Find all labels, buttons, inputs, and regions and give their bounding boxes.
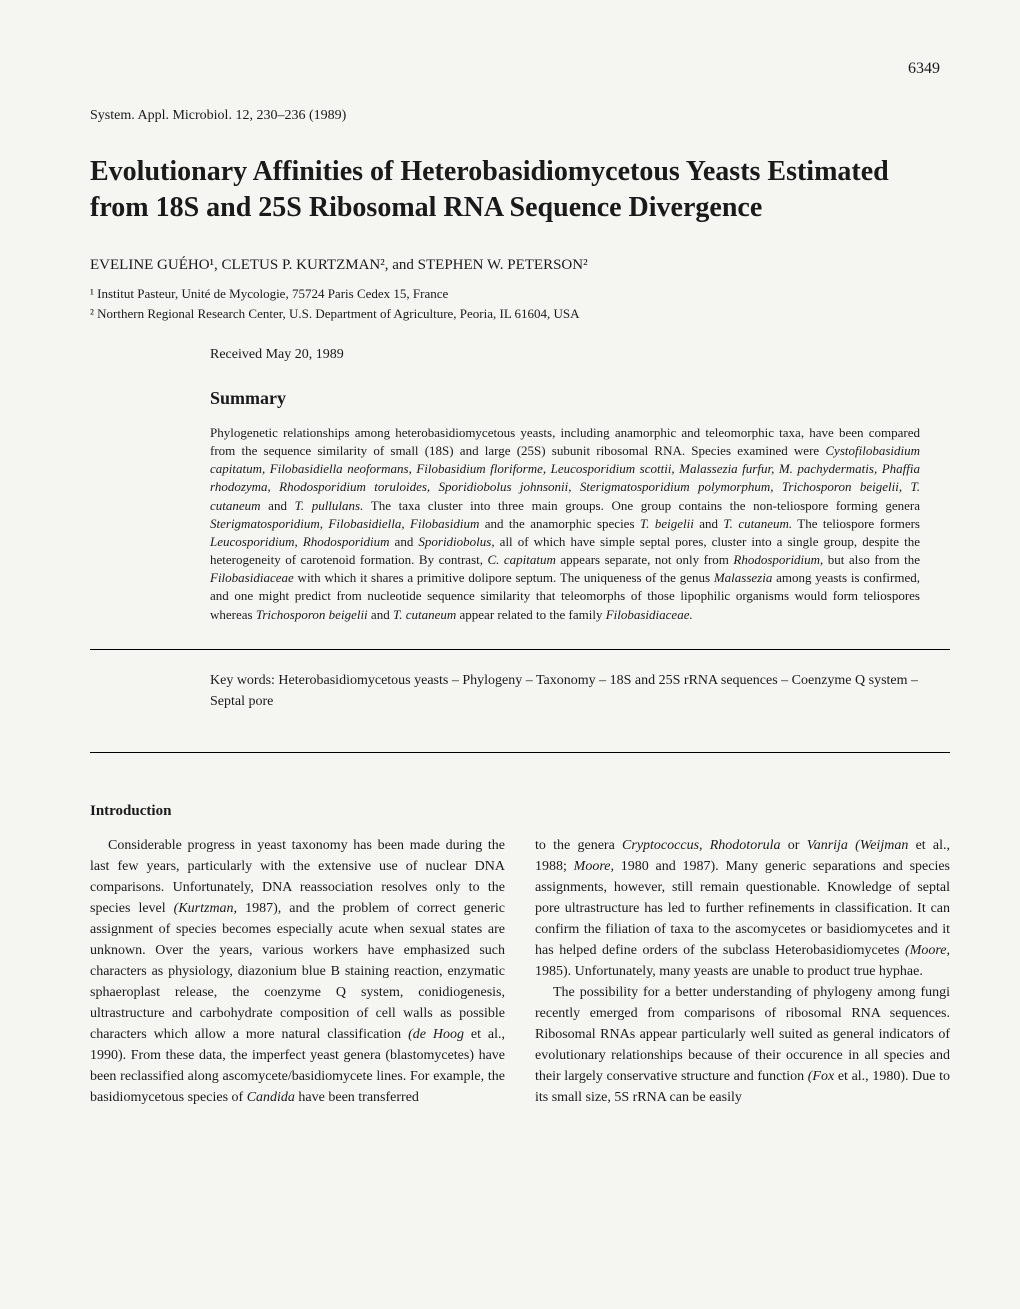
summary-body: Phylogenetic relationships among heterob… bbox=[210, 424, 920, 624]
summary-heading: Summary bbox=[210, 388, 950, 409]
divider-bottom bbox=[90, 752, 950, 753]
divider-top bbox=[90, 649, 950, 650]
affiliation-2: ² Northern Regional Research Center, U.S… bbox=[90, 306, 950, 322]
page-number: 6349 bbox=[90, 60, 950, 78]
affiliation-1: ¹ Institut Pasteur, Unité de Mycologie, … bbox=[90, 286, 950, 302]
intro-column-right: to the genera Cryptococcus, Rhodotorula … bbox=[535, 835, 950, 1108]
authors-line: EVELINE GUÉHO¹, CLETUS P. KURTZMAN², and… bbox=[90, 257, 950, 274]
paper-title: Evolutionary Affinities of Heterobasidio… bbox=[90, 154, 950, 227]
received-date: Received May 20, 1989 bbox=[210, 347, 950, 363]
introduction-columns: Considerable progress in yeast taxonomy … bbox=[90, 835, 950, 1108]
keywords: Key words: Heterobasidiomycetous yeasts … bbox=[210, 670, 920, 712]
introduction-heading: Introduction bbox=[90, 803, 950, 820]
intro-column-left: Considerable progress in yeast taxonomy … bbox=[90, 835, 505, 1108]
journal-reference: System. Appl. Microbiol. 12, 230–236 (19… bbox=[90, 108, 950, 124]
